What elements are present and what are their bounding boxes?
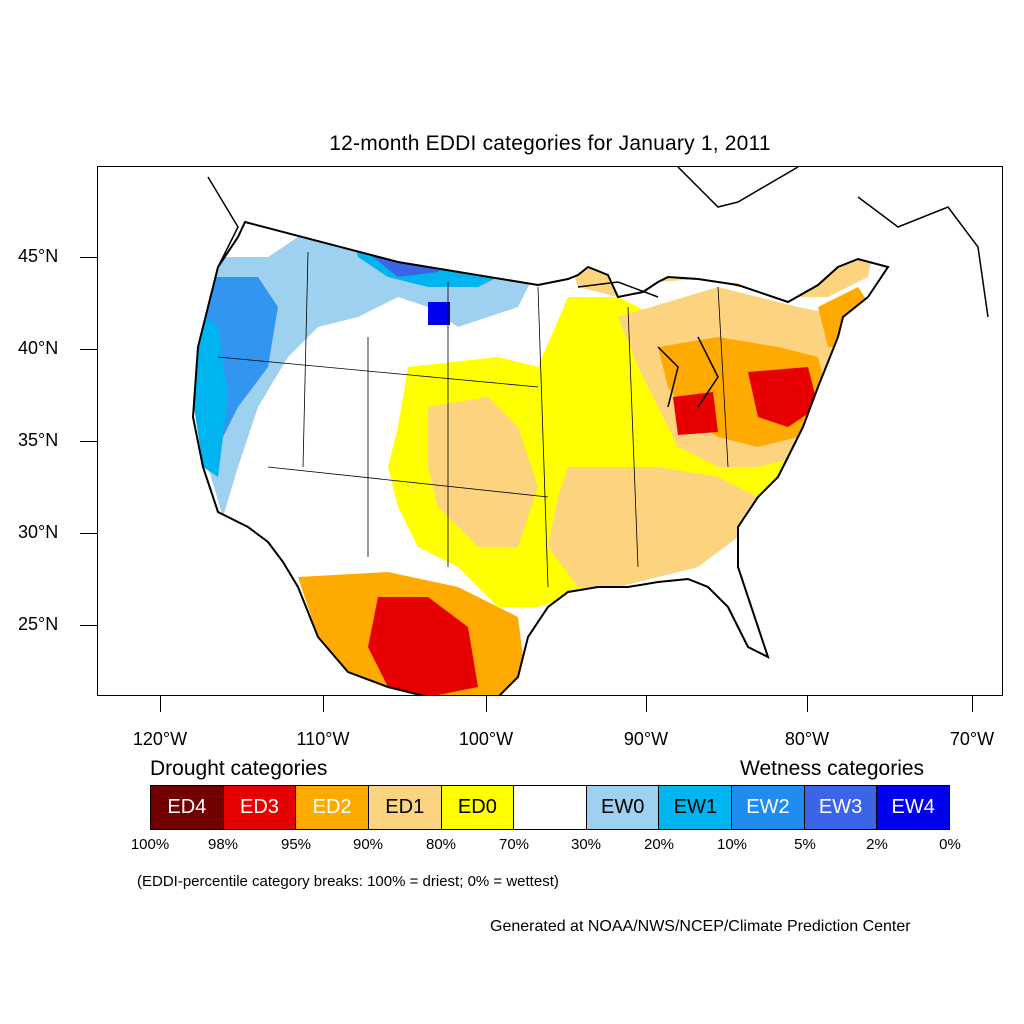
x-tick-label: 80°W (784, 729, 830, 749)
x-tick-label: 70°W (949, 729, 995, 749)
legend-box-ed1: ED1 (368, 786, 442, 829)
percent-break: 98% (207, 836, 239, 853)
percent-break: 70% (498, 836, 530, 853)
legend-box-ew2: EW2 (732, 786, 805, 829)
x-tick-mark (486, 696, 487, 712)
y-tick-mark (80, 257, 97, 258)
y-tick-mark (80, 441, 97, 442)
y-tick-mark (80, 349, 97, 350)
legend-box-ew0: EW0 (586, 786, 660, 829)
percent-break: 80% (425, 836, 457, 853)
percent-break: 100% (130, 836, 170, 853)
credit-line: Generated at NOAA/NWS/NCEP/Climate Predi… (490, 918, 911, 935)
x-tick-mark (646, 696, 647, 712)
x-tick-mark (160, 696, 161, 712)
percent-break: 90% (352, 836, 384, 853)
x-tick-mark (807, 696, 808, 712)
x-tick-mark (323, 696, 324, 712)
y-tick-label: 25°N (18, 614, 59, 634)
drought-heading: Drought categories (150, 757, 328, 780)
y-tick-label: 35°N (18, 430, 59, 450)
x-tick-label: 120°W (132, 729, 188, 749)
eddi-map (97, 166, 1003, 696)
map-title: 12-month EDDI categories for January 1, … (329, 132, 771, 155)
category-legend: ED4 ED3 ED2 ED1 ED0 EW0 EW1 EW2 EW3 EW4 (150, 785, 950, 830)
map-canvas (191, 167, 989, 695)
percent-break: 2% (866, 836, 888, 853)
percent-break: 0% (939, 836, 961, 853)
y-tick-label: 45°N (18, 246, 59, 266)
legend-box-ed2: ED2 (296, 786, 369, 829)
x-tick-label: 90°W (623, 729, 669, 749)
y-tick-label: 30°N (18, 522, 59, 542)
y-tick-mark (80, 533, 97, 534)
x-tick-label: 100°W (458, 729, 514, 749)
y-tick-label: 40°N (18, 338, 59, 358)
percent-break: 30% (570, 836, 602, 853)
legend-box-ew4: EW4 (877, 786, 950, 829)
percent-break: 95% (280, 836, 312, 853)
legend-box-ew3: EW3 (804, 786, 878, 829)
legend-box-neutral (514, 786, 587, 829)
percent-break: 20% (643, 836, 675, 853)
y-tick-mark (80, 625, 97, 626)
percent-break: 10% (716, 836, 748, 853)
wetness-heading: Wetness categories (740, 757, 925, 780)
x-tick-label: 110°W (296, 729, 350, 749)
percent-break: 5% (794, 836, 816, 853)
x-tick-mark (972, 696, 973, 712)
category-note: (EDDI-percentile category breaks: 100% =… (137, 873, 559, 890)
legend-box-ed3: ED3 (223, 786, 297, 829)
legend-box-ed4: ED4 (151, 786, 224, 829)
legend-box-ed0: ED0 (441, 786, 515, 829)
legend-box-ew1: EW1 (659, 786, 733, 829)
